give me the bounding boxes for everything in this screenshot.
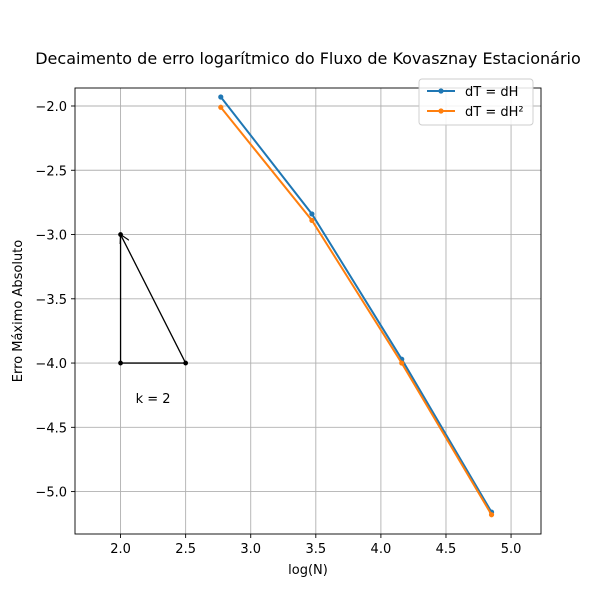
x-axis-label: log(N): [288, 563, 328, 578]
x-tick-label: 3.0: [240, 542, 261, 557]
plot-frame: [74, 87, 542, 535]
legend-swatch-marker: [438, 88, 444, 94]
x-tick-label: 2.5: [175, 542, 196, 557]
series-line-2: [220, 106, 493, 516]
slope-label: k = 2: [136, 392, 171, 407]
series-layer: [218, 94, 495, 518]
y-tick-label: −5.0: [35, 486, 67, 501]
data-point: [309, 217, 315, 223]
data-point: [399, 360, 405, 366]
triangle-vertex: [118, 360, 123, 366]
legend-label: dT = dH²: [465, 105, 524, 120]
triangle-vertex: [183, 360, 189, 366]
y-tick-label: −4.0: [35, 357, 67, 372]
y-tick-label: −3.5: [35, 293, 67, 308]
x-tick-label: 3.5: [305, 542, 326, 557]
axis-ticks: 2.0 2.5 3.0 3.5 4.0 4.5 5.0 −2.0 −2.5 −3.0 −3.5 −4.…: [35, 100, 521, 557]
data-point: [218, 94, 224, 100]
y-tick-label: −2.5: [35, 164, 67, 179]
x-tick-label: 5.0: [501, 542, 522, 557]
y-tick-label: −4.5: [35, 421, 67, 436]
x-tick-label: 4.5: [436, 542, 457, 557]
triangle-hypotenuse-arrow: [121, 235, 187, 364]
data-point: [488, 512, 495, 518]
y-tick-label: −2.0: [35, 100, 67, 115]
legend-swatch-marker: [438, 108, 444, 114]
y-tick-label: −3.0: [35, 229, 67, 244]
x-tick-label: 4.0: [371, 542, 392, 557]
y-axis-label: Erro Máximo Absoluto: [11, 240, 26, 383]
triangle-vertex: [118, 232, 123, 237]
legend: dT = dH dT = dH²: [418, 78, 534, 126]
legend-label: dT = dH: [465, 85, 518, 100]
series-line-1: [219, 96, 493, 513]
data-point: [218, 104, 224, 110]
x-tick-label: 2.0: [110, 542, 131, 557]
grid: [75, 88, 541, 534]
chart-title: Decaimento de erro logarítmico do Fluxo …: [35, 49, 581, 68]
data-point: [309, 211, 315, 217]
slope-triangle: k = 2: [118, 232, 189, 407]
